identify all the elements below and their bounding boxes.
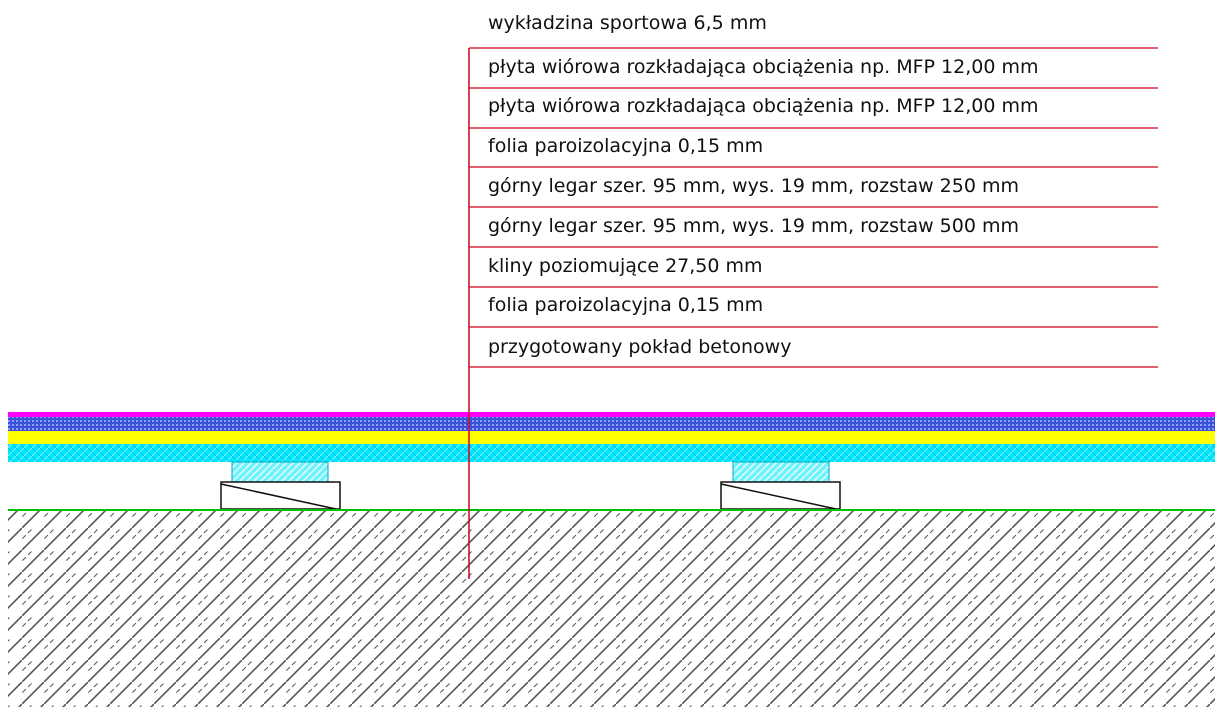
leader-lines (469, 47, 1158, 368)
layer-label-upper-joist-500: górny legar szer. 95 mm, wys. 19 mm, roz… (488, 215, 1019, 237)
layer-label-vapor-barrier-2: folia paroizolacyjna 0,15 mm (488, 294, 764, 316)
layer-label-sport-surface: wykładzina sportowa 6,5 mm (488, 12, 767, 34)
chipboard-layer-1 (8, 417, 1215, 431)
layer-label-upper-joist-250: górny legar szer. 95 mm, wys. 19 mm, roz… (488, 175, 1019, 197)
concrete-base (8, 510, 1215, 707)
layer-label-concrete-base: przygotowany pokład betonowy (488, 336, 792, 358)
lower-joist-left (231, 461, 329, 483)
joist-layer (8, 444, 1215, 462)
sport-surface-layer (8, 412, 1215, 417)
leveling-wedge-right (720, 481, 841, 510)
leveling-wedge-left (220, 481, 341, 510)
layer-label-leveling-wedges: kliny poziomujące 27,50 mm (488, 255, 763, 277)
layer-label-chipboard-1: płyta wiórowa rozkładająca obciążenia np… (488, 56, 1039, 78)
lower-joist-right (732, 461, 830, 483)
layer-label-vapor-barrier-1: folia paroizolacyjna 0,15 mm (488, 135, 764, 157)
layer-label-chipboard-2: płyta wiórowa rozkładająca obciążenia np… (488, 95, 1039, 117)
chipboard-layer-2 (8, 431, 1215, 444)
